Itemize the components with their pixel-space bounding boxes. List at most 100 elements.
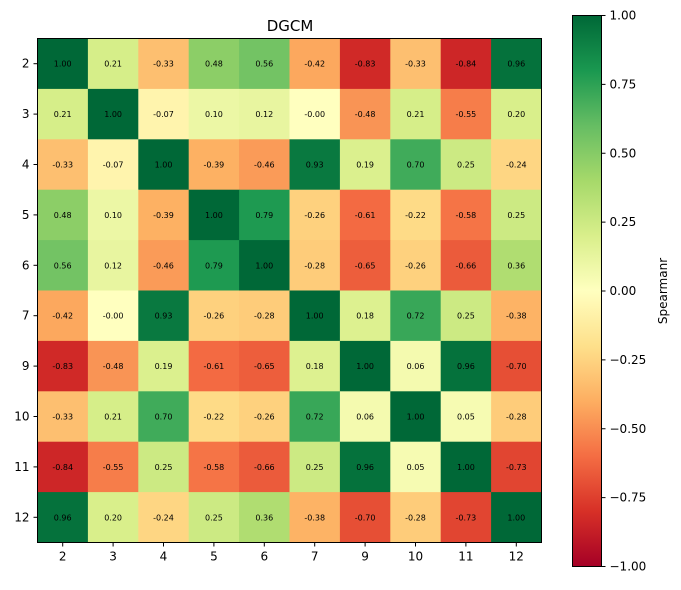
cell-value-label: 1.00 <box>306 312 324 321</box>
heatmap-cell <box>390 492 442 543</box>
heatmap-cell <box>440 88 492 140</box>
cell-value-label: -0.55 <box>456 110 477 119</box>
heatmap-cell <box>289 189 341 241</box>
heatmap-cell <box>289 441 341 493</box>
cell-value-label: 1.00 <box>356 362 374 371</box>
x-tick-label: 4 <box>160 550 168 564</box>
x-axis: 2 3 4 5 6 7 9 10 11 12 <box>59 542 524 564</box>
heatmap-cell <box>138 441 190 493</box>
heatmap-cell <box>440 492 492 543</box>
cell-value-label: -0.28 <box>304 261 325 270</box>
heatmap-cell <box>138 492 190 543</box>
colorbar-tick-label: 0.50 <box>610 146 637 160</box>
colorbar-tick-label: −0.25 <box>610 353 647 367</box>
heatmap-cell <box>138 391 190 443</box>
cell-value-label: 0.10 <box>205 110 223 119</box>
cell-value-label: -0.84 <box>456 60 477 69</box>
heatmap-cell <box>138 88 190 140</box>
heatmap-cell <box>87 189 139 241</box>
cell-value-label: -0.58 <box>204 463 225 472</box>
heatmap-cell <box>87 38 139 90</box>
cell-value-label: 0.79 <box>205 261 223 270</box>
colorbar-tick-label: 0.25 <box>610 215 637 229</box>
heatmap-cell <box>339 340 391 392</box>
heatmap-cell <box>37 189 89 241</box>
heatmap-cell <box>239 441 290 493</box>
cell-value-label: -0.00 <box>103 312 124 321</box>
heatmap-cell <box>138 290 190 342</box>
cell-value-label: -0.39 <box>204 161 225 170</box>
cell-value-label: 1.00 <box>407 413 425 422</box>
cell-value-label: 0.96 <box>356 463 374 472</box>
x-tick-label: 12 <box>509 550 524 564</box>
cell-value-label: -0.28 <box>254 312 275 321</box>
cell-value-label: -0.70 <box>506 362 527 371</box>
x-tick-label: 11 <box>458 550 473 564</box>
colorbar-tick-label: −0.75 <box>610 491 647 505</box>
heatmap-cell <box>188 139 240 191</box>
heatmap-cell <box>37 391 89 443</box>
heatmap-cell <box>37 441 89 493</box>
y-tick-label: 4 <box>22 158 30 172</box>
heatmap-cell <box>491 240 542 291</box>
cell-value-label: 0.93 <box>155 312 173 321</box>
cell-value-label: 0.12 <box>104 261 122 270</box>
cell-value-label: 0.56 <box>255 60 273 69</box>
heatmap-cell <box>239 240 290 291</box>
cell-value-label: -0.28 <box>506 413 527 422</box>
cell-value-label: -0.28 <box>405 513 426 522</box>
heatmap-cell <box>390 340 442 392</box>
heatmap-cell <box>188 391 240 443</box>
heatmap-cell <box>339 441 391 493</box>
x-tick-label: 10 <box>408 550 423 564</box>
y-axis: 2 3 4 5 6 7 9 10 11 12 <box>14 57 38 524</box>
y-tick-label: 12 <box>14 510 29 524</box>
heatmap-cell <box>87 139 139 191</box>
cell-value-label: -0.46 <box>153 261 174 270</box>
cell-value-label: 0.96 <box>54 513 72 522</box>
cell-value-label: 0.48 <box>54 211 72 220</box>
cell-value-label: -0.33 <box>153 60 174 69</box>
cell-value-label: 0.19 <box>356 161 374 170</box>
heatmap-cell <box>339 290 391 342</box>
heatmap-cell <box>289 88 341 140</box>
heatmap-cell <box>390 391 442 443</box>
cell-value-label: -0.39 <box>153 211 174 220</box>
cell-value-label: 0.70 <box>407 161 425 170</box>
cell-value-label: 0.21 <box>54 110 72 119</box>
heatmap-cell <box>37 492 89 543</box>
cell-value-label: 0.70 <box>155 413 173 422</box>
cell-value-label: 0.19 <box>155 362 173 371</box>
colorbar: 1.00 0.75 0.50 0.25 0.00 −0.25 −0.50 −0.75 −1.00… <box>572 9 670 574</box>
heatmap-cell <box>339 88 391 140</box>
cell-value-label: -0.83 <box>355 60 376 69</box>
cell-value-label: 0.36 <box>507 261 525 270</box>
cell-value-label: -0.61 <box>204 362 225 371</box>
heatmap-cell <box>440 340 492 392</box>
cell-value-label: -0.42 <box>304 60 325 69</box>
cell-value-label: -0.26 <box>254 413 275 422</box>
heatmap-cell <box>491 290 542 342</box>
x-tick-label: 5 <box>210 550 218 564</box>
colorbar-tick-label: −1.00 <box>610 560 647 574</box>
colorbar-tick-label: 0.75 <box>610 77 637 91</box>
y-tick-label: 11 <box>14 460 29 474</box>
x-tick-label: 6 <box>260 550 268 564</box>
heatmap-cell <box>188 240 240 291</box>
heatmap-cell <box>87 492 139 543</box>
heatmap-cell <box>37 38 89 90</box>
y-tick-label: 7 <box>22 309 30 323</box>
heatmap-cell <box>491 492 542 543</box>
x-tick-label: 2 <box>59 550 67 564</box>
cell-value-label: 0.06 <box>356 413 374 422</box>
colorbar-tick-label: 0.00 <box>610 284 637 298</box>
heatmap-cell <box>239 492 290 543</box>
colorbar-label: Spearmanr <box>656 258 670 324</box>
heatmap-cell <box>491 139 542 191</box>
heatmap-cell <box>339 492 391 543</box>
heatmap-cell <box>289 38 341 90</box>
heatmap-cell <box>87 391 139 443</box>
heatmap-cell <box>188 340 240 392</box>
cell-value-label: 1.00 <box>255 261 273 270</box>
